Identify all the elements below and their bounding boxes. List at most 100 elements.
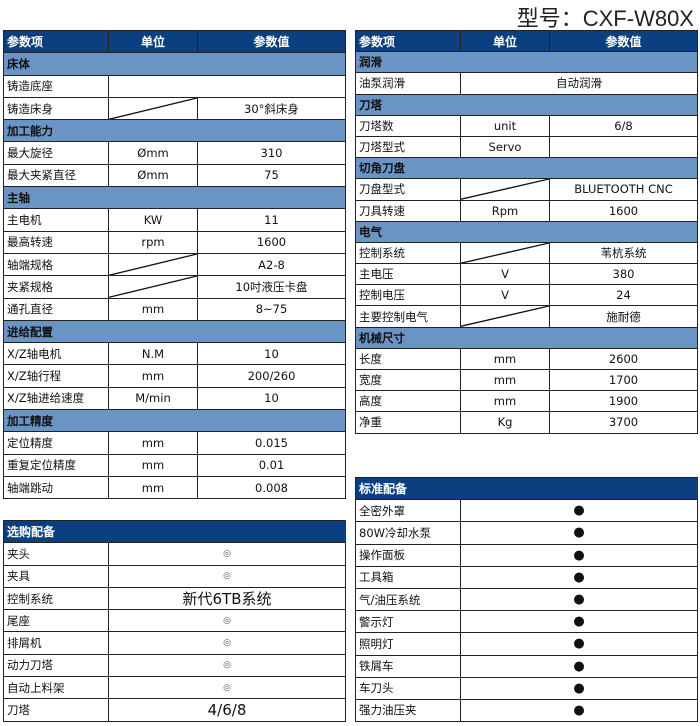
table-row: 高度 mm 1900 [355,390,698,413]
item-label: 工具箱 [355,565,461,589]
item-label: 尾座 [3,609,109,633]
table-row: 轴端规格 A2-8 [3,252,346,277]
item-label: 净重 [355,411,461,434]
item-label: 气/油压系统 [355,587,461,612]
value-cell: BLUETOOTH CNC [549,178,698,201]
header-item: 参数项 [355,29,461,53]
unit-cell-diagonal [108,252,198,277]
item-label: 刀塔数 [355,114,461,137]
value-cell: 310 [197,141,346,165]
unit-cell: Ømm [108,141,198,165]
value-cell: 1700 [549,368,698,392]
unit-cell: N.M [108,342,198,366]
item-label: 长度 [355,347,461,371]
item-label: 夹头 [3,542,109,566]
optional-equipment-table: 选购配备 夹头 ◎ 夹具 ◎ 控制系统 新代6TB系统 尾座 ◎ 排屑机 ◎ 动力刀塔 ◎ 自动上料架 ◎ 刀… [3,519,346,722]
section-label: 主轴 [3,186,346,210]
item-label: 定位精度 [3,431,109,455]
header-item: 参数项 [3,29,109,54]
unit-cell: mm [460,368,550,392]
unit-cell-diagonal [460,241,550,265]
item-label: 通孔直径 [3,297,109,321]
item-label: 强力油压夹 [355,698,461,723]
table-row: 长度 mm 2600 [355,347,698,371]
section-label: 机械尺寸 [355,326,698,349]
item-label: 刀塔型式 [355,135,461,159]
table-row: 80W冷却水泵 ● [355,521,698,545]
table-row: 通孔直径 mm 8~75 [3,297,346,321]
included-dot-icon: ● [460,610,698,634]
unit-cell: mm [108,364,198,388]
item-label: 铸造床身 [3,96,109,121]
item-label: 主电压 [355,263,461,286]
table-row: 宽度 mm 1700 [355,368,698,392]
left-spec-table: 参数项 单位 参数值 床体 铸造底座 铸造床身 30°斜床身 加工能力 最大旋径 Ømm 310 最大… [3,29,346,500]
value-cell: 380 [549,263,698,286]
unit-cell-diagonal [108,275,198,299]
item-label: 刀塔 [3,698,109,722]
section-label: 润滑 [355,51,698,74]
table-row: 铸造床身 30°斜床身 [3,96,346,121]
unit-cell: V [460,263,550,286]
value-cell: 1600 [197,230,346,254]
section-row: 刀塔 [355,93,698,116]
section-row: 加工能力 [3,119,346,143]
section-label: 刀塔 [355,93,698,116]
model-title: 型号：CXF-W80X [516,6,694,31]
table-row: 控制系统 新代6TB系统 [3,586,346,611]
section-label: 进给配置 [3,319,346,344]
value-cell: 8~75 [197,297,346,321]
table-row: 警示灯 ● [355,610,698,634]
value-cell: 10吋液压卡盘 [197,275,346,299]
included-dot-icon: ● [460,565,698,589]
value-cell: 75 [197,163,346,188]
table-row: 油泵润滑 自动润滑 [355,72,698,95]
table-row: 照明灯 ● [355,632,698,656]
unit-cell: mm [108,431,198,455]
item-label: 全密外罩 [355,499,461,523]
unit-cell-diagonal [460,178,550,201]
table-row: 尾座 ◎ [3,609,346,633]
item-label: X/Z轴电机 [3,342,109,366]
value-cell: 施耐德 [549,305,698,328]
table-row: 工具箱 ● [355,565,698,589]
value-cell: 0.008 [197,475,346,500]
table-row: 全密外罩 ● [355,499,698,523]
included-dot-icon: ● [460,543,698,567]
item-label: 控制电压 [355,284,461,307]
table-row: 气/油压系统 ● [355,587,698,612]
item-label: X/Z轴进给速度 [3,386,109,411]
item-label: 重复定位精度 [3,453,109,477]
section-row: 进给配置 [3,319,346,344]
section-row: 主轴 [3,186,346,210]
item-label: X/Z轴行程 [3,364,109,388]
unit-cell: M/min [108,386,198,411]
included-dot-icon: ● [460,499,698,523]
included-dot-icon: ● [460,632,698,656]
unit-cell: Rpm [460,199,550,222]
header-row: 选购配备 [3,519,346,544]
item-label: 80W冷却水泵 [355,521,461,545]
section-label: 加工精度 [3,409,346,433]
unit-cell: KW [108,208,198,232]
item-label: 夹具 [3,564,109,588]
table-row: 控制电压 V 24 [355,284,698,307]
table-row: 排屑机 ◎ [3,631,346,655]
table-row: 刀盘型式 BLUETOOTH CNC [355,178,698,201]
table-row: 定位精度 mm 0.015 [3,431,346,455]
unit-cell: Ømm [108,163,198,188]
standard-equipment-table: 标准配备 全密外罩 ● 80W冷却水泵 ● 操作面板 ● 工具箱 ● 气/油压系统 ● 警示灯 ● 照明灯… [355,476,698,723]
item-label: 操作面板 [355,543,461,567]
item-label: 轴端跳动 [3,475,109,500]
unit-cell: V [460,284,550,307]
optional-circle-icon: ◎ [108,609,346,633]
table-row: X/Z轴电机 N.M 10 [3,342,346,366]
item-label: 控制系统 [355,241,461,265]
value-cell: 新代6TB系统 [108,586,346,611]
item-label: 主要控制电气 [355,305,461,328]
section-row: 电气 [355,220,698,243]
optional-circle-icon: ◎ [108,631,346,655]
item-label: 排屑机 [3,631,109,655]
value-cell: 苇杭系统 [549,241,698,265]
included-dot-icon: ● [460,654,698,678]
